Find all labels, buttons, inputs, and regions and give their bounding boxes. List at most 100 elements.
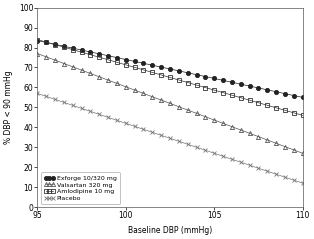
Amlodipine 10 mg — [203, 86, 207, 89]
Valsartan 320 mg — [195, 112, 198, 115]
Amlodipine 10 mg — [221, 91, 225, 94]
Amlodipine 10 mg — [212, 89, 216, 92]
Line: Valsartan 320 mg: Valsartan 320 mg — [35, 51, 305, 155]
Exforge 10/320 mg — [283, 92, 287, 95]
Valsartan 320 mg — [35, 52, 39, 55]
Amlodipine 10 mg — [53, 43, 57, 46]
Amlodipine 10 mg — [80, 51, 84, 54]
Placebo — [97, 113, 101, 116]
Valsartan 320 mg — [133, 89, 137, 92]
Exforge 10/320 mg — [301, 96, 305, 99]
Amlodipine 10 mg — [168, 76, 172, 79]
Valsartan 320 mg — [115, 82, 119, 85]
Amlodipine 10 mg — [159, 74, 163, 76]
Exforge 10/320 mg — [274, 90, 278, 93]
Valsartan 320 mg — [301, 152, 305, 155]
Valsartan 320 mg — [239, 129, 243, 131]
Amlodipine 10 mg — [62, 46, 66, 49]
Placebo — [257, 167, 260, 170]
Placebo — [89, 110, 92, 113]
Exforge 10/320 mg — [168, 68, 172, 71]
Placebo — [35, 92, 39, 95]
Valsartan 320 mg — [44, 55, 48, 58]
Amlodipine 10 mg — [257, 101, 260, 104]
Placebo — [80, 107, 84, 110]
Valsartan 320 mg — [168, 102, 172, 105]
Placebo — [168, 137, 172, 140]
Amlodipine 10 mg — [195, 84, 198, 87]
Placebo — [53, 98, 57, 101]
Valsartan 320 mg — [159, 99, 163, 102]
Amlodipine 10 mg — [239, 96, 243, 99]
X-axis label: Baseline DBP (mmHg): Baseline DBP (mmHg) — [128, 226, 212, 235]
Amlodipine 10 mg — [186, 81, 190, 84]
Placebo — [239, 161, 243, 164]
Amlodipine 10 mg — [230, 94, 234, 97]
Valsartan 320 mg — [53, 59, 57, 62]
Exforge 10/320 mg — [142, 62, 145, 65]
Exforge 10/320 mg — [177, 70, 181, 72]
Placebo — [44, 95, 48, 98]
Exforge 10/320 mg — [97, 52, 101, 55]
Exforge 10/320 mg — [230, 81, 234, 84]
Valsartan 320 mg — [257, 135, 260, 138]
Valsartan 320 mg — [230, 125, 234, 128]
Amlodipine 10 mg — [142, 68, 145, 71]
Amlodipine 10 mg — [283, 109, 287, 112]
Placebo — [221, 155, 225, 158]
Amlodipine 10 mg — [274, 106, 278, 109]
Amlodipine 10 mg — [97, 56, 101, 59]
Placebo — [203, 149, 207, 152]
Placebo — [301, 182, 305, 185]
Placebo — [274, 173, 278, 176]
Placebo — [71, 104, 75, 107]
Placebo — [124, 122, 128, 125]
Placebo — [230, 158, 234, 161]
Amlodipine 10 mg — [301, 114, 305, 117]
Valsartan 320 mg — [283, 145, 287, 148]
Placebo — [62, 101, 66, 104]
Exforge 10/320 mg — [35, 39, 39, 42]
Exforge 10/320 mg — [195, 73, 198, 76]
Amlodipine 10 mg — [71, 48, 75, 51]
Placebo — [150, 131, 154, 134]
Exforge 10/320 mg — [44, 41, 48, 44]
Valsartan 320 mg — [177, 105, 181, 108]
Valsartan 320 mg — [292, 148, 296, 151]
Exforge 10/320 mg — [265, 88, 269, 91]
Exforge 10/320 mg — [212, 77, 216, 80]
Valsartan 320 mg — [221, 122, 225, 125]
Amlodipine 10 mg — [292, 111, 296, 114]
Exforge 10/320 mg — [257, 87, 260, 89]
Exforge 10/320 mg — [133, 60, 137, 63]
Valsartan 320 mg — [124, 85, 128, 88]
Placebo — [283, 176, 287, 179]
Placebo — [115, 119, 119, 122]
Placebo — [186, 143, 190, 146]
Exforge 10/320 mg — [221, 79, 225, 82]
Amlodipine 10 mg — [106, 58, 110, 61]
Amlodipine 10 mg — [89, 53, 92, 56]
Placebo — [177, 140, 181, 143]
Amlodipine 10 mg — [265, 104, 269, 107]
Exforge 10/320 mg — [80, 49, 84, 51]
Line: Exforge 10/320 mg: Exforge 10/320 mg — [35, 38, 305, 99]
Line: Amlodipine 10 mg: Amlodipine 10 mg — [35, 38, 305, 117]
Exforge 10/320 mg — [239, 83, 243, 86]
Placebo — [195, 146, 198, 149]
Exforge 10/320 mg — [53, 43, 57, 46]
Valsartan 320 mg — [80, 69, 84, 72]
Placebo — [292, 179, 296, 182]
Valsartan 320 mg — [97, 75, 101, 78]
Amlodipine 10 mg — [44, 41, 48, 43]
Exforge 10/320 mg — [150, 64, 154, 67]
Valsartan 320 mg — [186, 109, 190, 111]
Exforge 10/320 mg — [186, 71, 190, 74]
Exforge 10/320 mg — [62, 45, 66, 48]
Placebo — [106, 116, 110, 119]
Amlodipine 10 mg — [115, 61, 119, 64]
Exforge 10/320 mg — [71, 47, 75, 49]
Valsartan 320 mg — [142, 92, 145, 95]
Amlodipine 10 mg — [124, 63, 128, 66]
Amlodipine 10 mg — [150, 71, 154, 74]
